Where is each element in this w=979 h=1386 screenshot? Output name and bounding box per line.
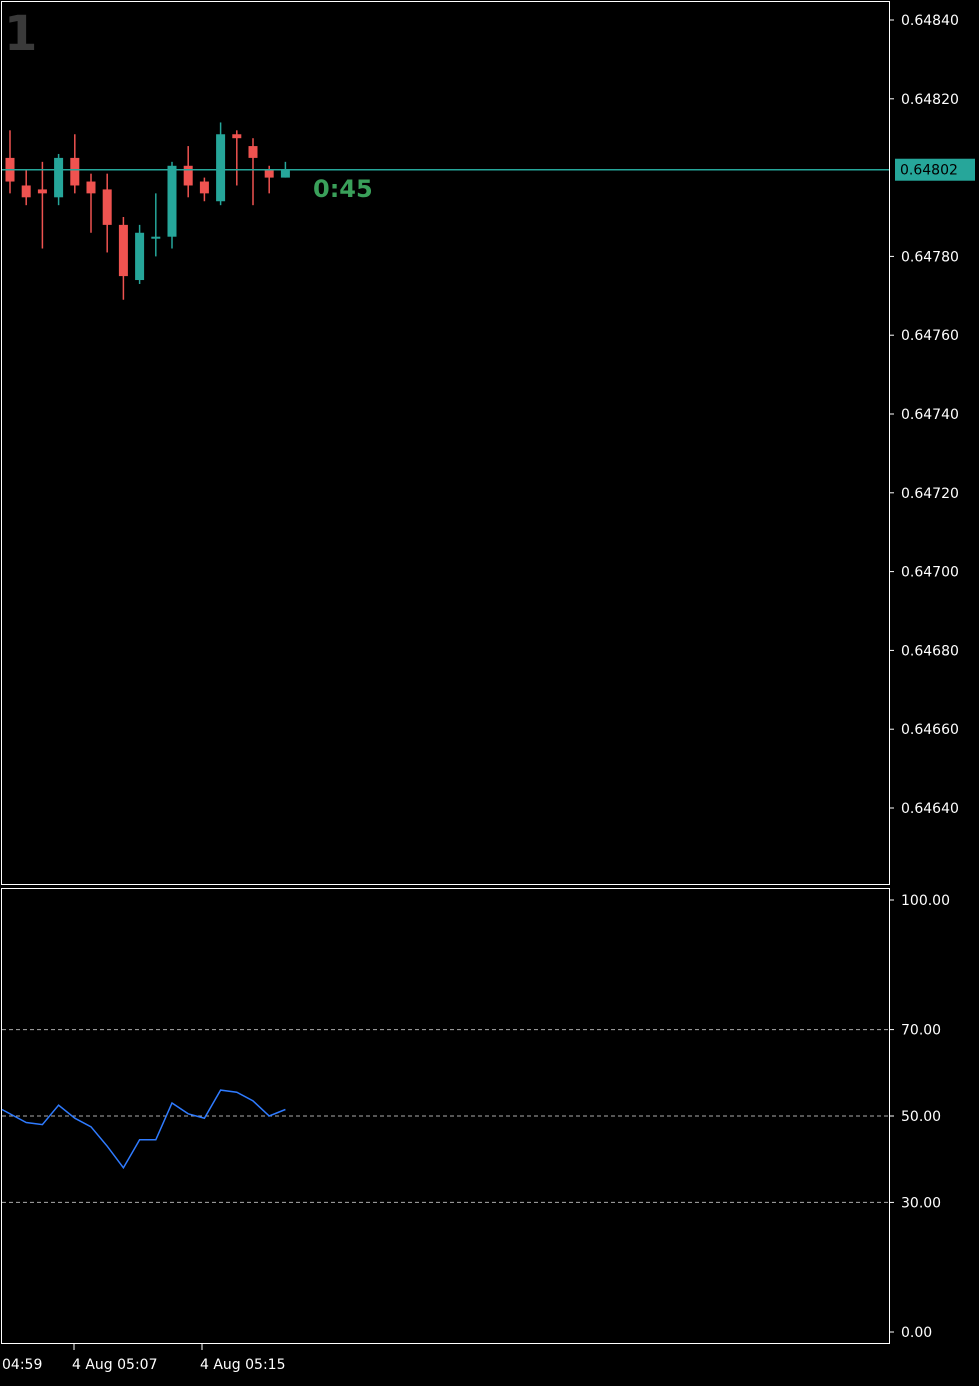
candle-body [118, 224, 128, 277]
time-tick-label: 4 Aug 05:07 [72, 1357, 158, 1373]
current-price-tag [895, 158, 975, 181]
candle-body [264, 169, 274, 178]
oscillator-axis: 100.00 70.00 50.00 30.00 0.00 [2, 893, 950, 1341]
candle-body [248, 146, 258, 158]
oscillator-tick-label: 70.00 [901, 1023, 941, 1039]
price-axis: 0.64840 0.64820 0.64780 0.64760 0.64740 0.647… [889, 13, 959, 817]
price-tick-label: 0.64700 [901, 565, 959, 581]
oscillator-tick-label: 50.00 [901, 1109, 941, 1125]
candle-body [86, 181, 96, 194]
time-tick-label: 4 Aug 05:15 [200, 1357, 286, 1373]
price-tick-label: 0.64760 [901, 328, 959, 344]
candle-body [151, 236, 161, 239]
price-tick-label: 0.64820 [901, 92, 959, 108]
price-tick-label: 0.64740 [901, 407, 959, 423]
main-chart-frame [1, 1, 890, 885]
price-tick-label: 0.64840 [901, 13, 959, 29]
candle-body [54, 157, 64, 198]
candle-body [216, 134, 226, 202]
oscillator-tick-label: 100.00 [901, 893, 950, 909]
oscillator-line-layer [1, 1089, 286, 1170]
time-axis: 04:59 4 Aug 05:07 4 Aug 05:15 [2, 1344, 286, 1373]
price-tick-label: 0.64780 [901, 249, 959, 265]
candle-body [102, 189, 112, 225]
price-tick-label: 0.64660 [901, 722, 959, 738]
candle-body [232, 134, 242, 139]
price-tick-label: 0.64640 [901, 801, 959, 817]
candle-body [37, 189, 47, 194]
candle-body [21, 185, 31, 198]
oscillator-tick-label: 0.00 [901, 1325, 932, 1341]
oscillator-line [1, 1089, 286, 1170]
candle-body [183, 165, 193, 186]
candle-body [167, 165, 177, 237]
candle-body [70, 157, 80, 186]
candles-layer [5, 122, 290, 300]
candle-body [280, 169, 290, 178]
current-price-line-layer: 0.64802 [2, 158, 975, 181]
timeframe-label: 1 [4, 6, 37, 62]
bar-countdown: 0:45 [313, 175, 373, 203]
price-tick-label: 0.64680 [901, 643, 959, 659]
current-price-tag-label: 0.64802 [900, 163, 958, 179]
time-tick-label: 04:59 [2, 1357, 42, 1373]
candle-body [135, 232, 145, 281]
candle-body [199, 181, 209, 194]
oscillator-tick-label: 30.00 [901, 1195, 941, 1211]
price-tick-label: 0.64720 [901, 486, 959, 502]
